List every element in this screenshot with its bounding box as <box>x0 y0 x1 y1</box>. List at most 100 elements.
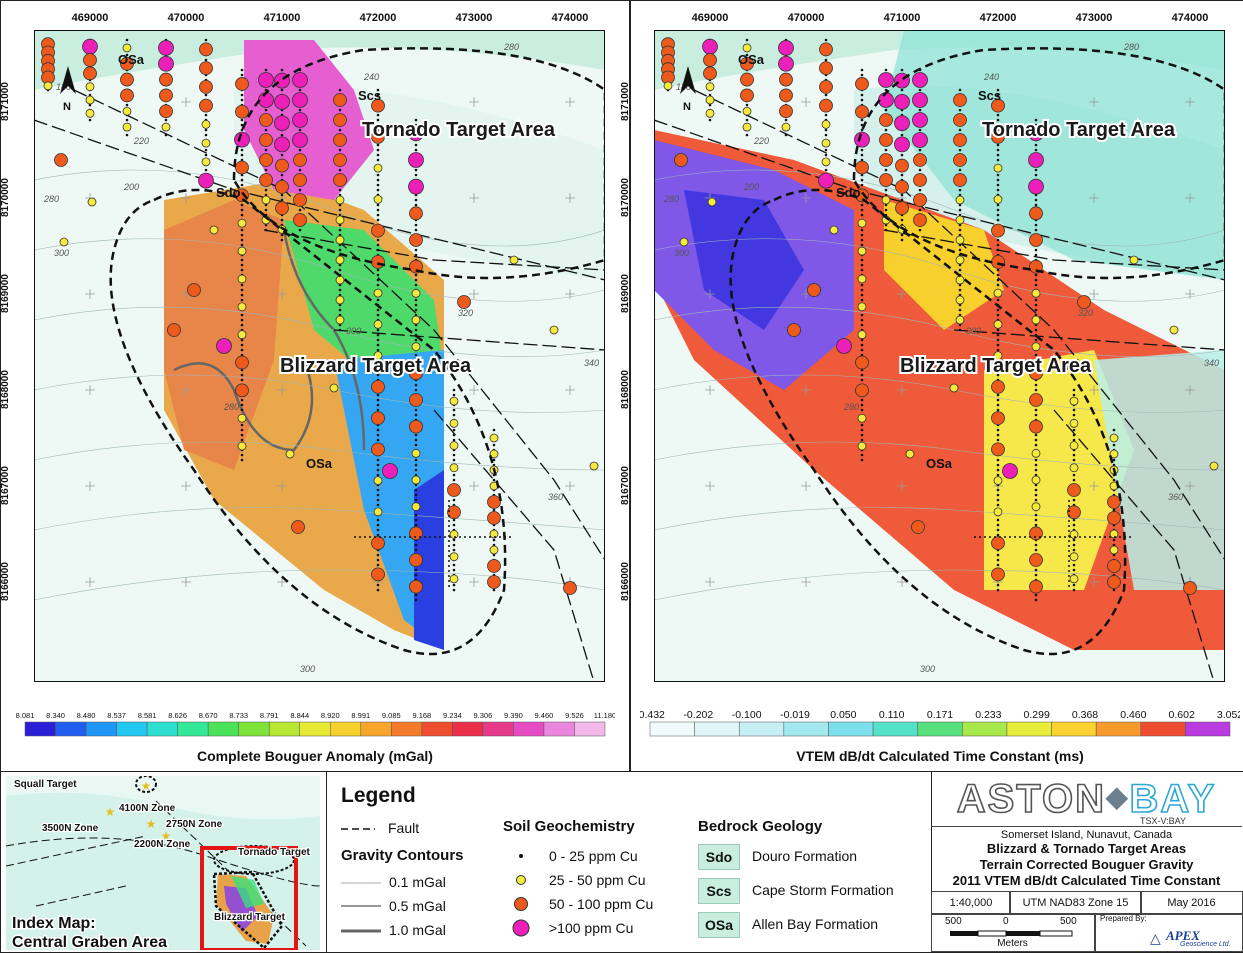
soil-sample-low <box>824 38 828 42</box>
soil-sample <box>674 153 688 167</box>
scalebar <box>950 930 1073 937</box>
fault-line <box>883 229 1225 271</box>
soil-sample <box>1069 418 1079 428</box>
soil-sample-low <box>376 118 380 122</box>
soil-sample-low <box>264 208 268 212</box>
soil-sample-low <box>1034 518 1038 522</box>
grid-cross <box>1089 577 1099 587</box>
grid-cross <box>277 385 287 395</box>
grid-cross <box>565 289 575 299</box>
soil-sample-low <box>414 308 418 312</box>
soil-sample <box>449 574 459 584</box>
soil-sample-low <box>996 408 1000 412</box>
soil-sample-low <box>1034 353 1038 357</box>
grid-cross <box>897 289 907 299</box>
soil-sample <box>894 136 910 153</box>
grid-cross <box>469 193 479 203</box>
soil-sample <box>408 125 424 142</box>
soil-sample-low <box>1072 538 1076 542</box>
soil-sample-low <box>745 53 749 57</box>
soil-sample-low <box>958 268 962 272</box>
soil-sample-low <box>745 38 749 42</box>
soil-sample <box>335 255 345 265</box>
soil-sample <box>912 92 928 108</box>
soil-sample-low <box>240 98 244 102</box>
soil-sample-low <box>492 458 496 462</box>
soil-sample-low <box>376 583 380 587</box>
soil-sample-low <box>414 148 418 152</box>
soil-sample-low <box>918 88 922 92</box>
soil-sample-low <box>860 203 864 207</box>
soil-sample-low <box>996 238 1000 242</box>
colorbar-tick-label: 0.460 <box>1120 709 1146 721</box>
soil-sample <box>855 355 869 370</box>
grid-cross <box>1089 289 1099 299</box>
contour-label: 360 <box>1168 492 1183 502</box>
soil-sample-low <box>1034 433 1038 437</box>
soil-sample-low <box>1034 548 1038 552</box>
colorbar-tick-label: 8.920 <box>321 711 340 720</box>
soil-sample <box>563 581 577 595</box>
soil-sample <box>333 113 347 127</box>
soil-sample-low <box>376 123 380 127</box>
soil-sample-low <box>996 433 1000 437</box>
soil-sample-low <box>376 408 380 412</box>
soil-sample-low <box>240 258 244 262</box>
soil-sample-low <box>376 148 380 152</box>
soil-sample-low <box>298 208 302 212</box>
soil-sample-low <box>264 108 268 112</box>
soil-sample <box>293 193 307 207</box>
soil-sample-low <box>996 463 1000 467</box>
soil-sample <box>199 61 213 76</box>
soil-sample <box>373 194 383 204</box>
soil-sample <box>235 77 249 91</box>
soil-sample-low <box>1034 598 1038 602</box>
soil-sample-low <box>900 173 904 177</box>
soil-sample <box>54 153 68 167</box>
colorbar-tick-label: 0.171 <box>927 709 953 721</box>
grid-cross <box>85 289 95 299</box>
soil-sample-low <box>204 168 208 172</box>
soil-sample-low <box>240 243 244 247</box>
soil-sample-low <box>860 228 864 232</box>
index-map-blizzard-outline <box>212 870 284 950</box>
soil-symbol-0-25 <box>519 854 523 858</box>
soil-sample-low <box>996 563 1000 567</box>
soil-sample-low <box>376 558 380 562</box>
colorbar-tick-label: 9.390 <box>504 711 523 720</box>
soil-sample-low <box>264 188 268 192</box>
map-title-line1: Blizzard & Tornado Target Areas <box>986 841 1187 856</box>
soil-sample-low <box>376 93 380 97</box>
legend-geology-title: Bedrock Geology <box>698 818 823 835</box>
map-title-line3: 2011 VTEM dB/dt Calculated Time Constant <box>952 873 1221 888</box>
soil-sample-low <box>860 128 864 132</box>
soil-sample-low <box>745 133 749 137</box>
soil-sample <box>411 502 421 512</box>
soil-sample-low <box>338 268 342 272</box>
soil-sample-low <box>996 188 1000 192</box>
soil-sample-low <box>708 118 712 122</box>
gravity-contour-0-5-symbol <box>341 905 381 907</box>
soil-sample-low <box>376 213 380 217</box>
colorbar-swatch <box>360 721 392 737</box>
index-label-3500n: 3500N Zone <box>42 823 99 834</box>
soil-sample-low <box>1072 523 1076 527</box>
soil-sample-low <box>452 438 456 442</box>
soil-sample-low <box>884 148 888 152</box>
colorbar-tick-label: 8.581 <box>138 711 157 720</box>
soil-sample <box>275 158 289 173</box>
soil-sample <box>991 411 1005 426</box>
soil-sample-low <box>125 38 129 42</box>
topo-contour <box>654 569 1225 601</box>
colorbar-tick-label: -0.432 <box>640 709 665 721</box>
soil-sample-low <box>1034 493 1038 497</box>
soil-sample-low <box>1034 408 1038 412</box>
colorbar-tick-label: 9.306 <box>474 711 493 720</box>
soil-sample-low <box>860 258 864 262</box>
soil-sample-low <box>996 473 1000 477</box>
soil-sample-low <box>1112 443 1116 447</box>
soil-sample <box>894 115 910 132</box>
soil-sample-low <box>240 373 244 377</box>
soil-sample-low <box>860 178 864 182</box>
contour-label: 240 <box>983 72 999 82</box>
